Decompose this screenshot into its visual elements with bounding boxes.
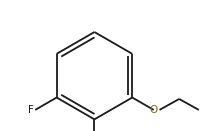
- Text: F: F: [28, 105, 33, 115]
- Text: O: O: [150, 105, 158, 115]
